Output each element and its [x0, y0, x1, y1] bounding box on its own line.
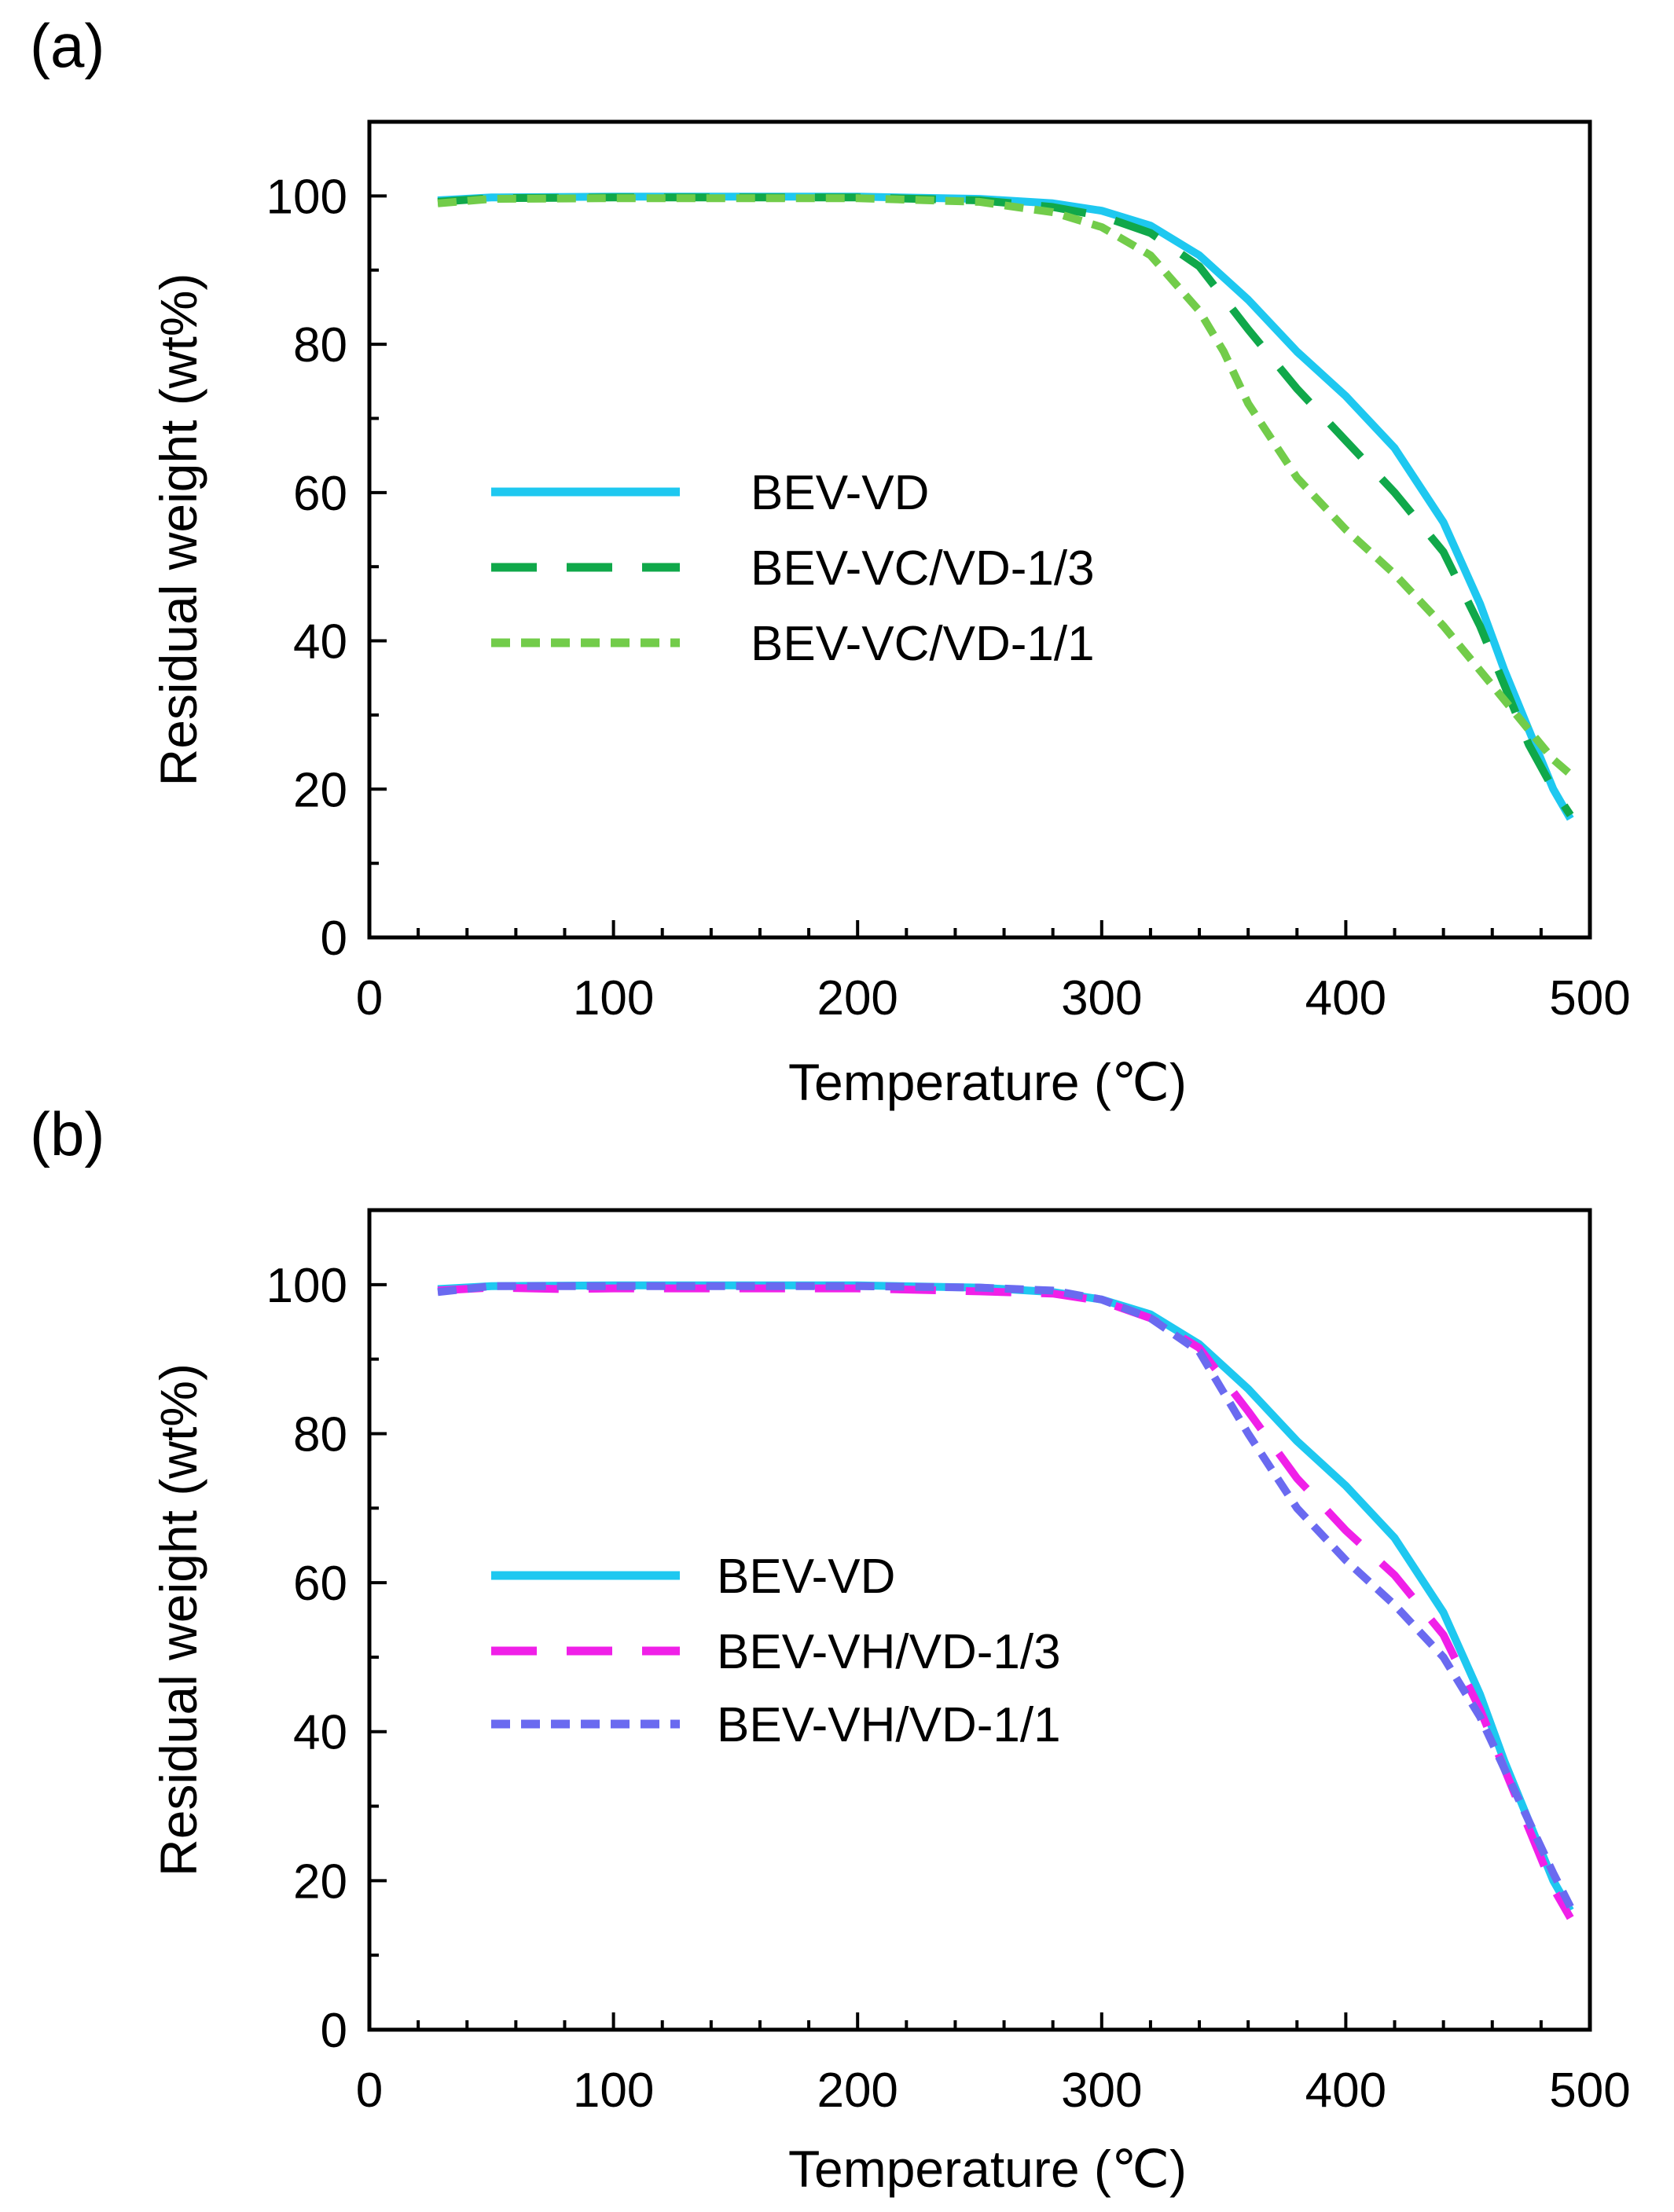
panel-label: (a) — [30, 11, 105, 80]
x-tick-label: 400 — [1305, 971, 1386, 1025]
series-line-1 — [437, 1283, 1574, 1920]
x-tick-label: 300 — [1061, 2063, 1142, 2118]
chart-panel-0: (a) 0 100 200 300 400 500 0 20 40 60 80 100 Temperatu… — [30, 11, 1631, 1111]
y-axis-title: Residual weight (wt%) — [149, 1363, 207, 1876]
x-tick-label: 0 — [356, 2063, 383, 2118]
x-tick-label: 0 — [356, 971, 383, 1025]
chart-panel-1: (b) 0 100 200 300 400 500 0 20 40 60 80 100 Temperatu… — [30, 1099, 1631, 2198]
x-tick-label: 100 — [573, 971, 654, 1025]
y-tick-label: 80 — [293, 1407, 347, 1462]
y-tick-label: 20 — [293, 1854, 347, 1909]
x-axis-title: Temperature (℃) — [788, 1053, 1187, 1111]
y-tick-label: 80 — [293, 318, 347, 372]
y-tick-label: 40 — [293, 615, 347, 669]
legend-label-1: BEV-VC/VD-1/3 — [751, 541, 1095, 596]
series-line-2 — [437, 1282, 1574, 1909]
y-tick-label: 60 — [293, 1557, 347, 1611]
x-tick-label: 200 — [817, 971, 898, 1025]
series-line-2 — [437, 194, 1573, 778]
x-tick-label: 300 — [1061, 971, 1142, 1025]
y-tick-label: 100 — [266, 170, 347, 224]
legend-label-0: BEV-VD — [751, 466, 929, 520]
y-tick-label: 40 — [293, 1706, 347, 1760]
x-axis-title: Temperature (℃) — [788, 2140, 1187, 2198]
x-tick-label: 400 — [1305, 2063, 1386, 2118]
series-line-1 — [437, 193, 1574, 818]
panel-label: (b) — [30, 1099, 105, 1168]
legend-label-1: BEV-VH/VD-1/3 — [717, 1625, 1061, 1679]
legend-label-2: BEV-VC/VD-1/1 — [751, 617, 1095, 671]
x-tick-label: 100 — [573, 2063, 654, 2118]
x-tick-label: 500 — [1549, 2063, 1630, 2118]
y-tick-label: 60 — [293, 467, 347, 521]
series-line-0 — [437, 1281, 1574, 1913]
plot-frame — [367, 119, 1592, 940]
plot-frame — [367, 1208, 1592, 2032]
legend-label-2: BEV-VH/VD-1/1 — [717, 1698, 1061, 1752]
legend-label-0: BEV-VD — [717, 1550, 895, 1604]
y-tick-label: 20 — [293, 763, 347, 817]
x-tick-label: 200 — [817, 2063, 898, 2118]
series-line-0 — [437, 193, 1574, 821]
y-tick-label: 0 — [321, 912, 347, 966]
y-axis-title: Residual weight (wt%) — [149, 273, 207, 787]
y-tick-label: 100 — [266, 1259, 347, 1313]
x-tick-label: 500 — [1549, 971, 1630, 1025]
y-tick-label: 0 — [321, 2004, 347, 2058]
